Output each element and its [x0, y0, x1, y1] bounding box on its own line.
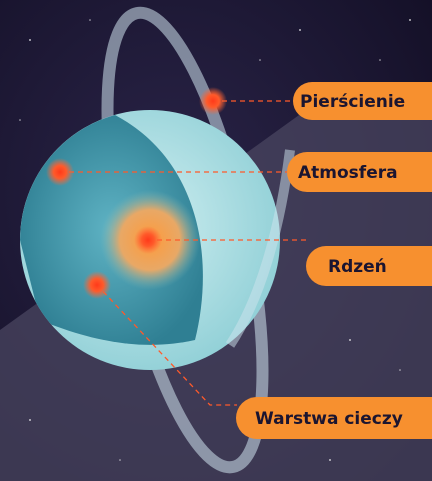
label-box: [287, 152, 432, 192]
ring-front: [225, 149, 295, 348]
label-boxes: [236, 82, 432, 439]
label-box: [293, 82, 432, 120]
label: Pierścienie: [300, 92, 405, 112]
label: Atmosfera: [298, 163, 398, 183]
stars: [19, 19, 411, 461]
label: Warstwa cieczy: [255, 409, 403, 429]
label: Rdzeń: [328, 257, 387, 277]
label-box: [306, 246, 432, 286]
label-box: [236, 397, 432, 439]
dots: [46, 87, 227, 299]
